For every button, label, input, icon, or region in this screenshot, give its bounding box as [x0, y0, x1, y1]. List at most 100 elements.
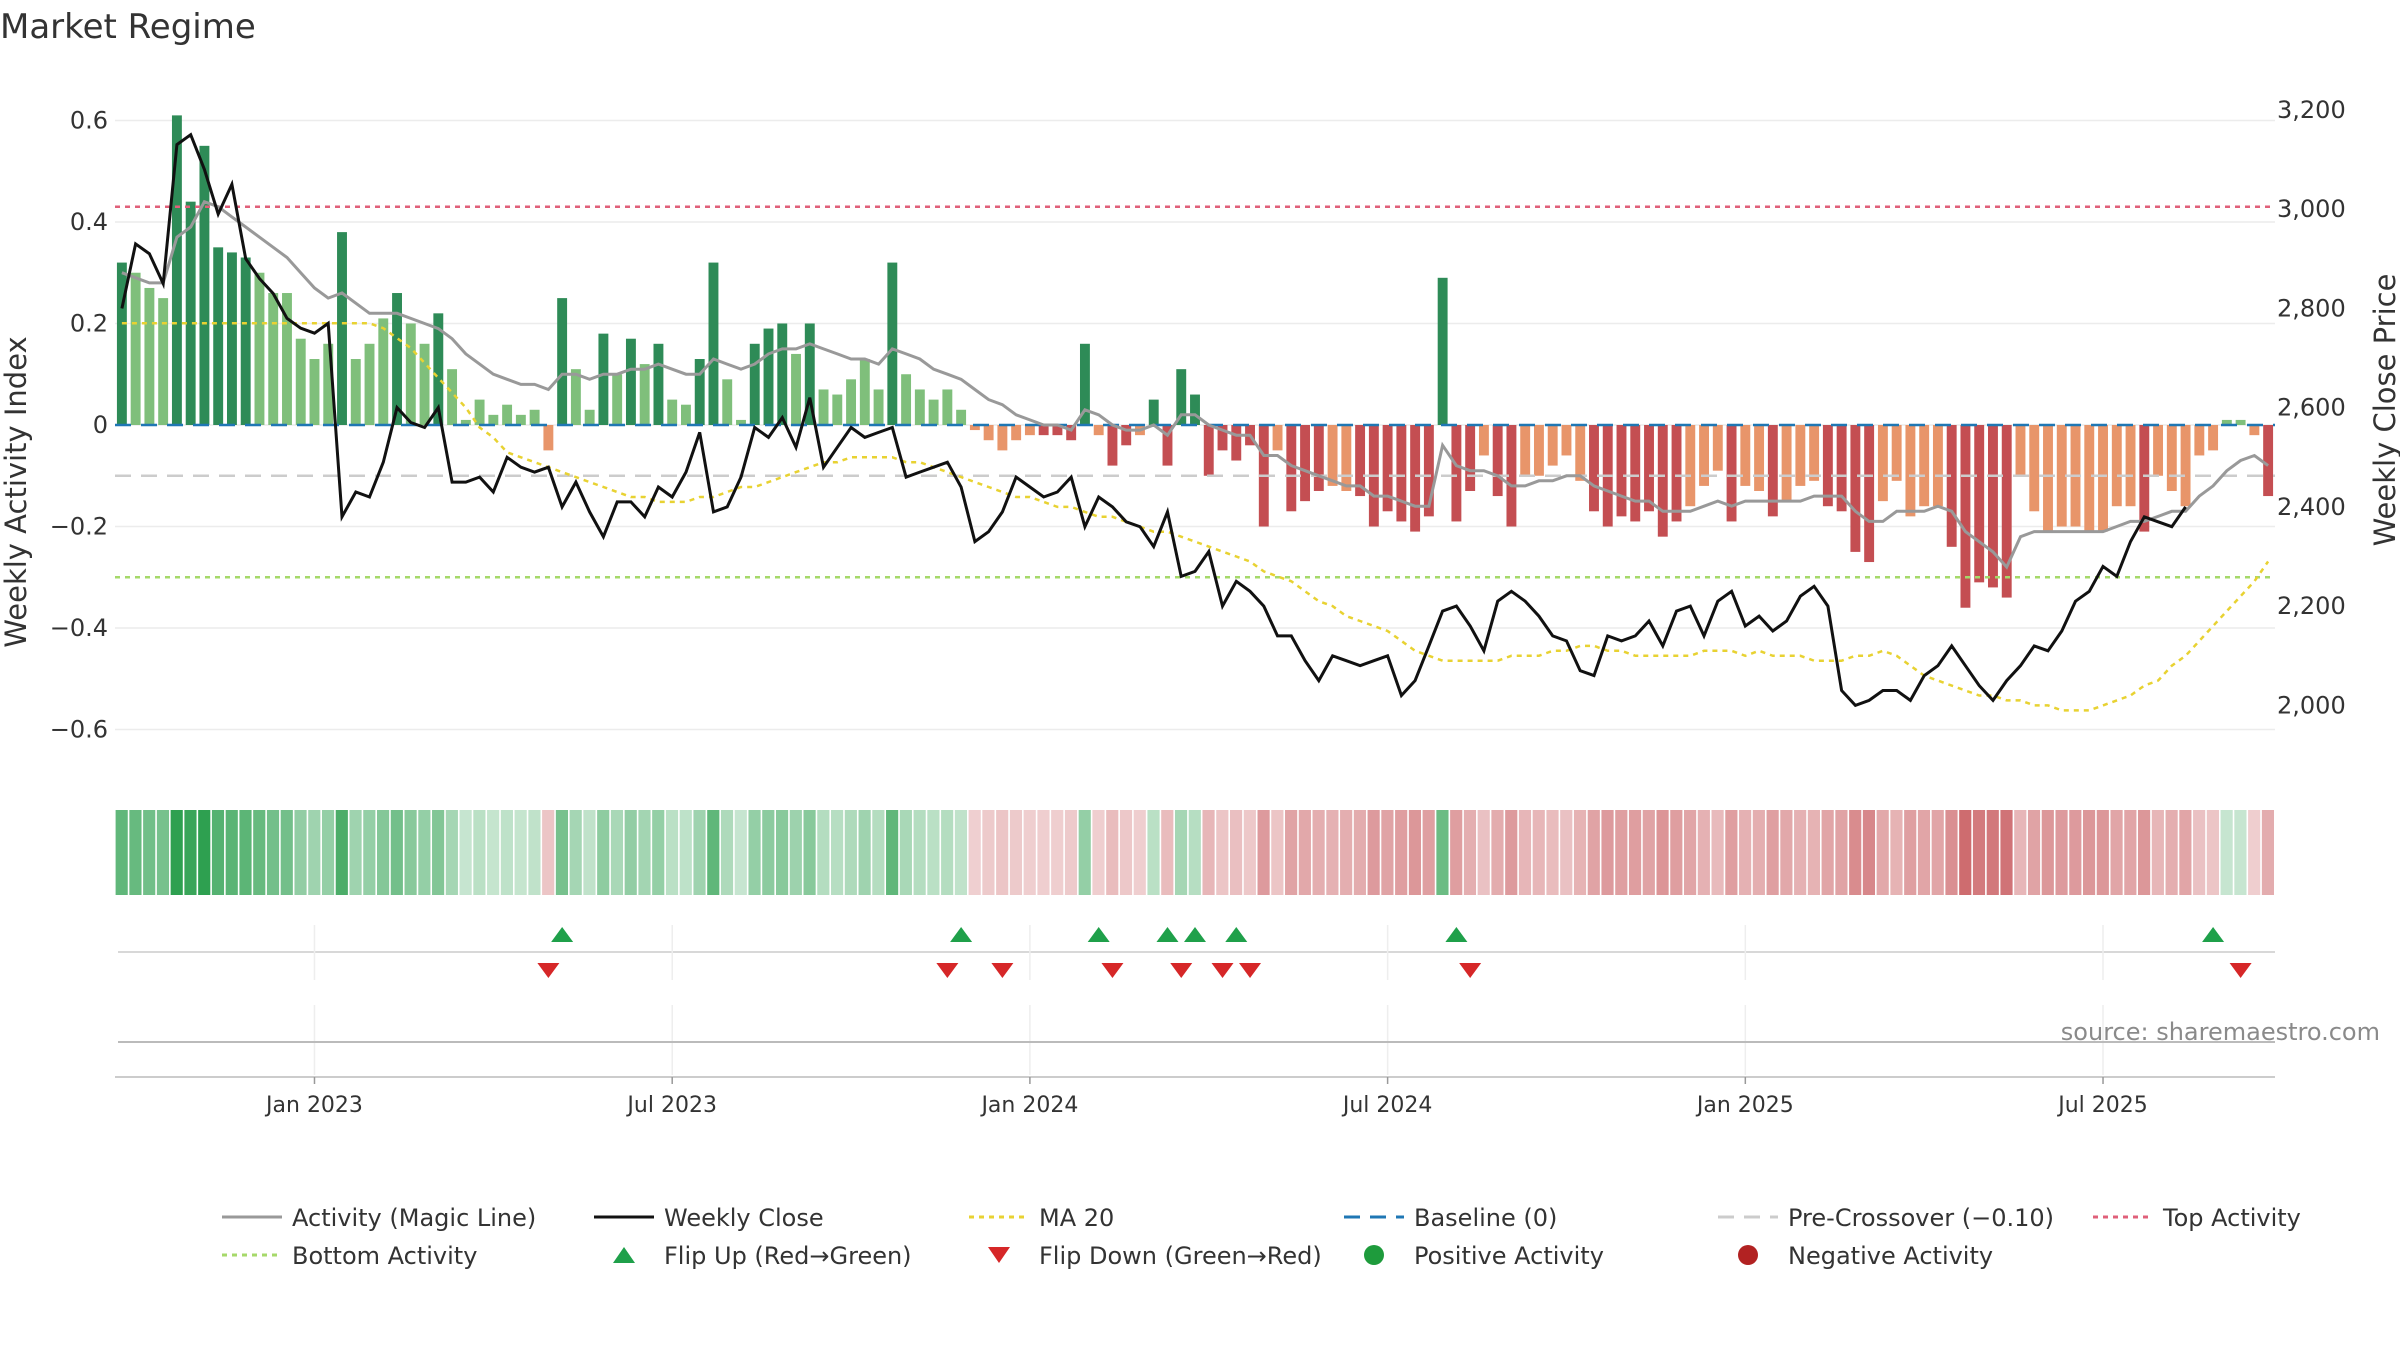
activity-bar: [1699, 425, 1709, 486]
heat-cell: [941, 810, 954, 895]
heat-cell: [1381, 810, 1394, 895]
heat-cell: [1876, 810, 1889, 895]
heat-cell: [500, 810, 513, 895]
flip-up-marker: [551, 927, 574, 942]
heat-cell: [1532, 810, 1545, 895]
activity-bar: [1093, 425, 1104, 436]
activity-bar: [405, 323, 416, 425]
flip-down-marker: [2229, 963, 2252, 978]
activity-bar: [2235, 419, 2246, 425]
heat-cell: [1601, 810, 1614, 895]
legend-label: Bottom Activity: [292, 1242, 477, 1270]
heat-cell: [748, 810, 761, 895]
heat-cell: [363, 810, 376, 895]
heat-cell: [1229, 810, 1243, 895]
activity-bar: [1313, 425, 1324, 491]
activity-bar: [722, 379, 733, 425]
activity-bar: [433, 313, 444, 425]
heat-cell: [335, 810, 348, 895]
ma20-line: [121, 322, 2270, 712]
activity-bar: [1795, 425, 1806, 486]
activity-bar: [392, 293, 402, 425]
activity-bar: [1657, 425, 1668, 537]
heat-cell: [1862, 810, 1876, 895]
flip-down-marker: [1459, 963, 1482, 978]
heat-cell: [542, 810, 555, 895]
flip-up-marker: [1087, 927, 1110, 942]
heat-cell: [1023, 810, 1036, 895]
activity-bar: [1506, 425, 1517, 527]
activity-bar: [144, 287, 155, 425]
activity-bar: [1630, 425, 1641, 522]
left-tick-label: 0.4: [70, 208, 108, 236]
heat-cell: [514, 810, 527, 895]
heat-cell: [1656, 810, 1669, 895]
heat-cell: [1945, 810, 1958, 895]
legend-swatch: [988, 1247, 1010, 1263]
heat-cell: [583, 810, 596, 895]
heat-cell: [1064, 810, 1078, 895]
activity-bar: [1754, 425, 1765, 491]
activity-bar: [1575, 425, 1586, 481]
right-tick-label: 3,000: [2277, 195, 2346, 223]
heat-cell: [1794, 810, 1807, 895]
activity-bar: [1451, 425, 1462, 522]
activity-bar: [708, 262, 719, 425]
activity-bar: [240, 257, 251, 425]
reference-lines: [115, 205, 2275, 579]
activity-bar: [1932, 425, 1943, 507]
activity-bar: [1272, 425, 1283, 451]
flip-down-marker: [1211, 963, 1234, 978]
activity-bar: [282, 293, 292, 425]
activity-bar: [1437, 277, 1448, 425]
activity-bar: [2084, 425, 2095, 532]
heat-cell: [349, 810, 362, 895]
activity-bar: [1740, 425, 1751, 486]
activity-bar: [1423, 425, 1434, 517]
chart-title: Market Regime: [0, 7, 256, 47]
legend-label: Flip Up (Red→Green): [664, 1242, 912, 1270]
heat-cell: [954, 810, 967, 895]
heat-cell: [734, 810, 747, 895]
activity-bar: [777, 323, 788, 425]
heat-cell: [610, 810, 624, 895]
heat-cell: [377, 810, 390, 895]
heat-cell: [294, 810, 307, 895]
heat-cell: [2014, 810, 2027, 895]
heat-cell: [1573, 810, 1587, 895]
activity-bar: [1148, 399, 1159, 425]
activity-bar: [1382, 425, 1393, 512]
activity-bar: [419, 343, 430, 425]
activity-bar: [1589, 425, 1599, 512]
activity-bars: [116, 115, 2274, 608]
activity-bar: [846, 379, 857, 425]
heat-cell: [913, 810, 926, 895]
heat-cell: [390, 810, 403, 895]
heat-cell: [665, 810, 679, 895]
heat-cell: [2165, 810, 2178, 895]
activity-bar: [1217, 425, 1228, 451]
heat-cell: [266, 810, 280, 895]
left-tick-label: −0.6: [50, 716, 108, 744]
heat-cell: [624, 810, 637, 895]
heat-cell: [1395, 810, 1408, 895]
heat-cell: [638, 810, 651, 895]
activity-bar: [791, 353, 801, 425]
heat-cell: [2261, 810, 2274, 895]
heat-cell: [1518, 810, 1532, 895]
heat-cell: [1092, 810, 1105, 895]
timeline-panel: [115, 1005, 2275, 1078]
activity-bar: [1052, 425, 1063, 436]
activity-bar: [1822, 425, 1833, 507]
activity-bar: [1107, 425, 1118, 466]
activity-bar: [2194, 425, 2205, 456]
legend-label: Negative Activity: [1788, 1242, 1993, 1270]
legend: Activity (Magic Line) Weekly Close MA 20 Ba…: [222, 1204, 2301, 1270]
activity-bar: [1547, 425, 1558, 466]
activity-bar: [447, 369, 458, 425]
activity-bar: [1809, 425, 1820, 481]
flip-up-marker: [1156, 927, 1179, 942]
activity-bar: [1561, 425, 1572, 456]
activity-bar: [2125, 425, 2136, 507]
heat-cell: [129, 810, 142, 895]
